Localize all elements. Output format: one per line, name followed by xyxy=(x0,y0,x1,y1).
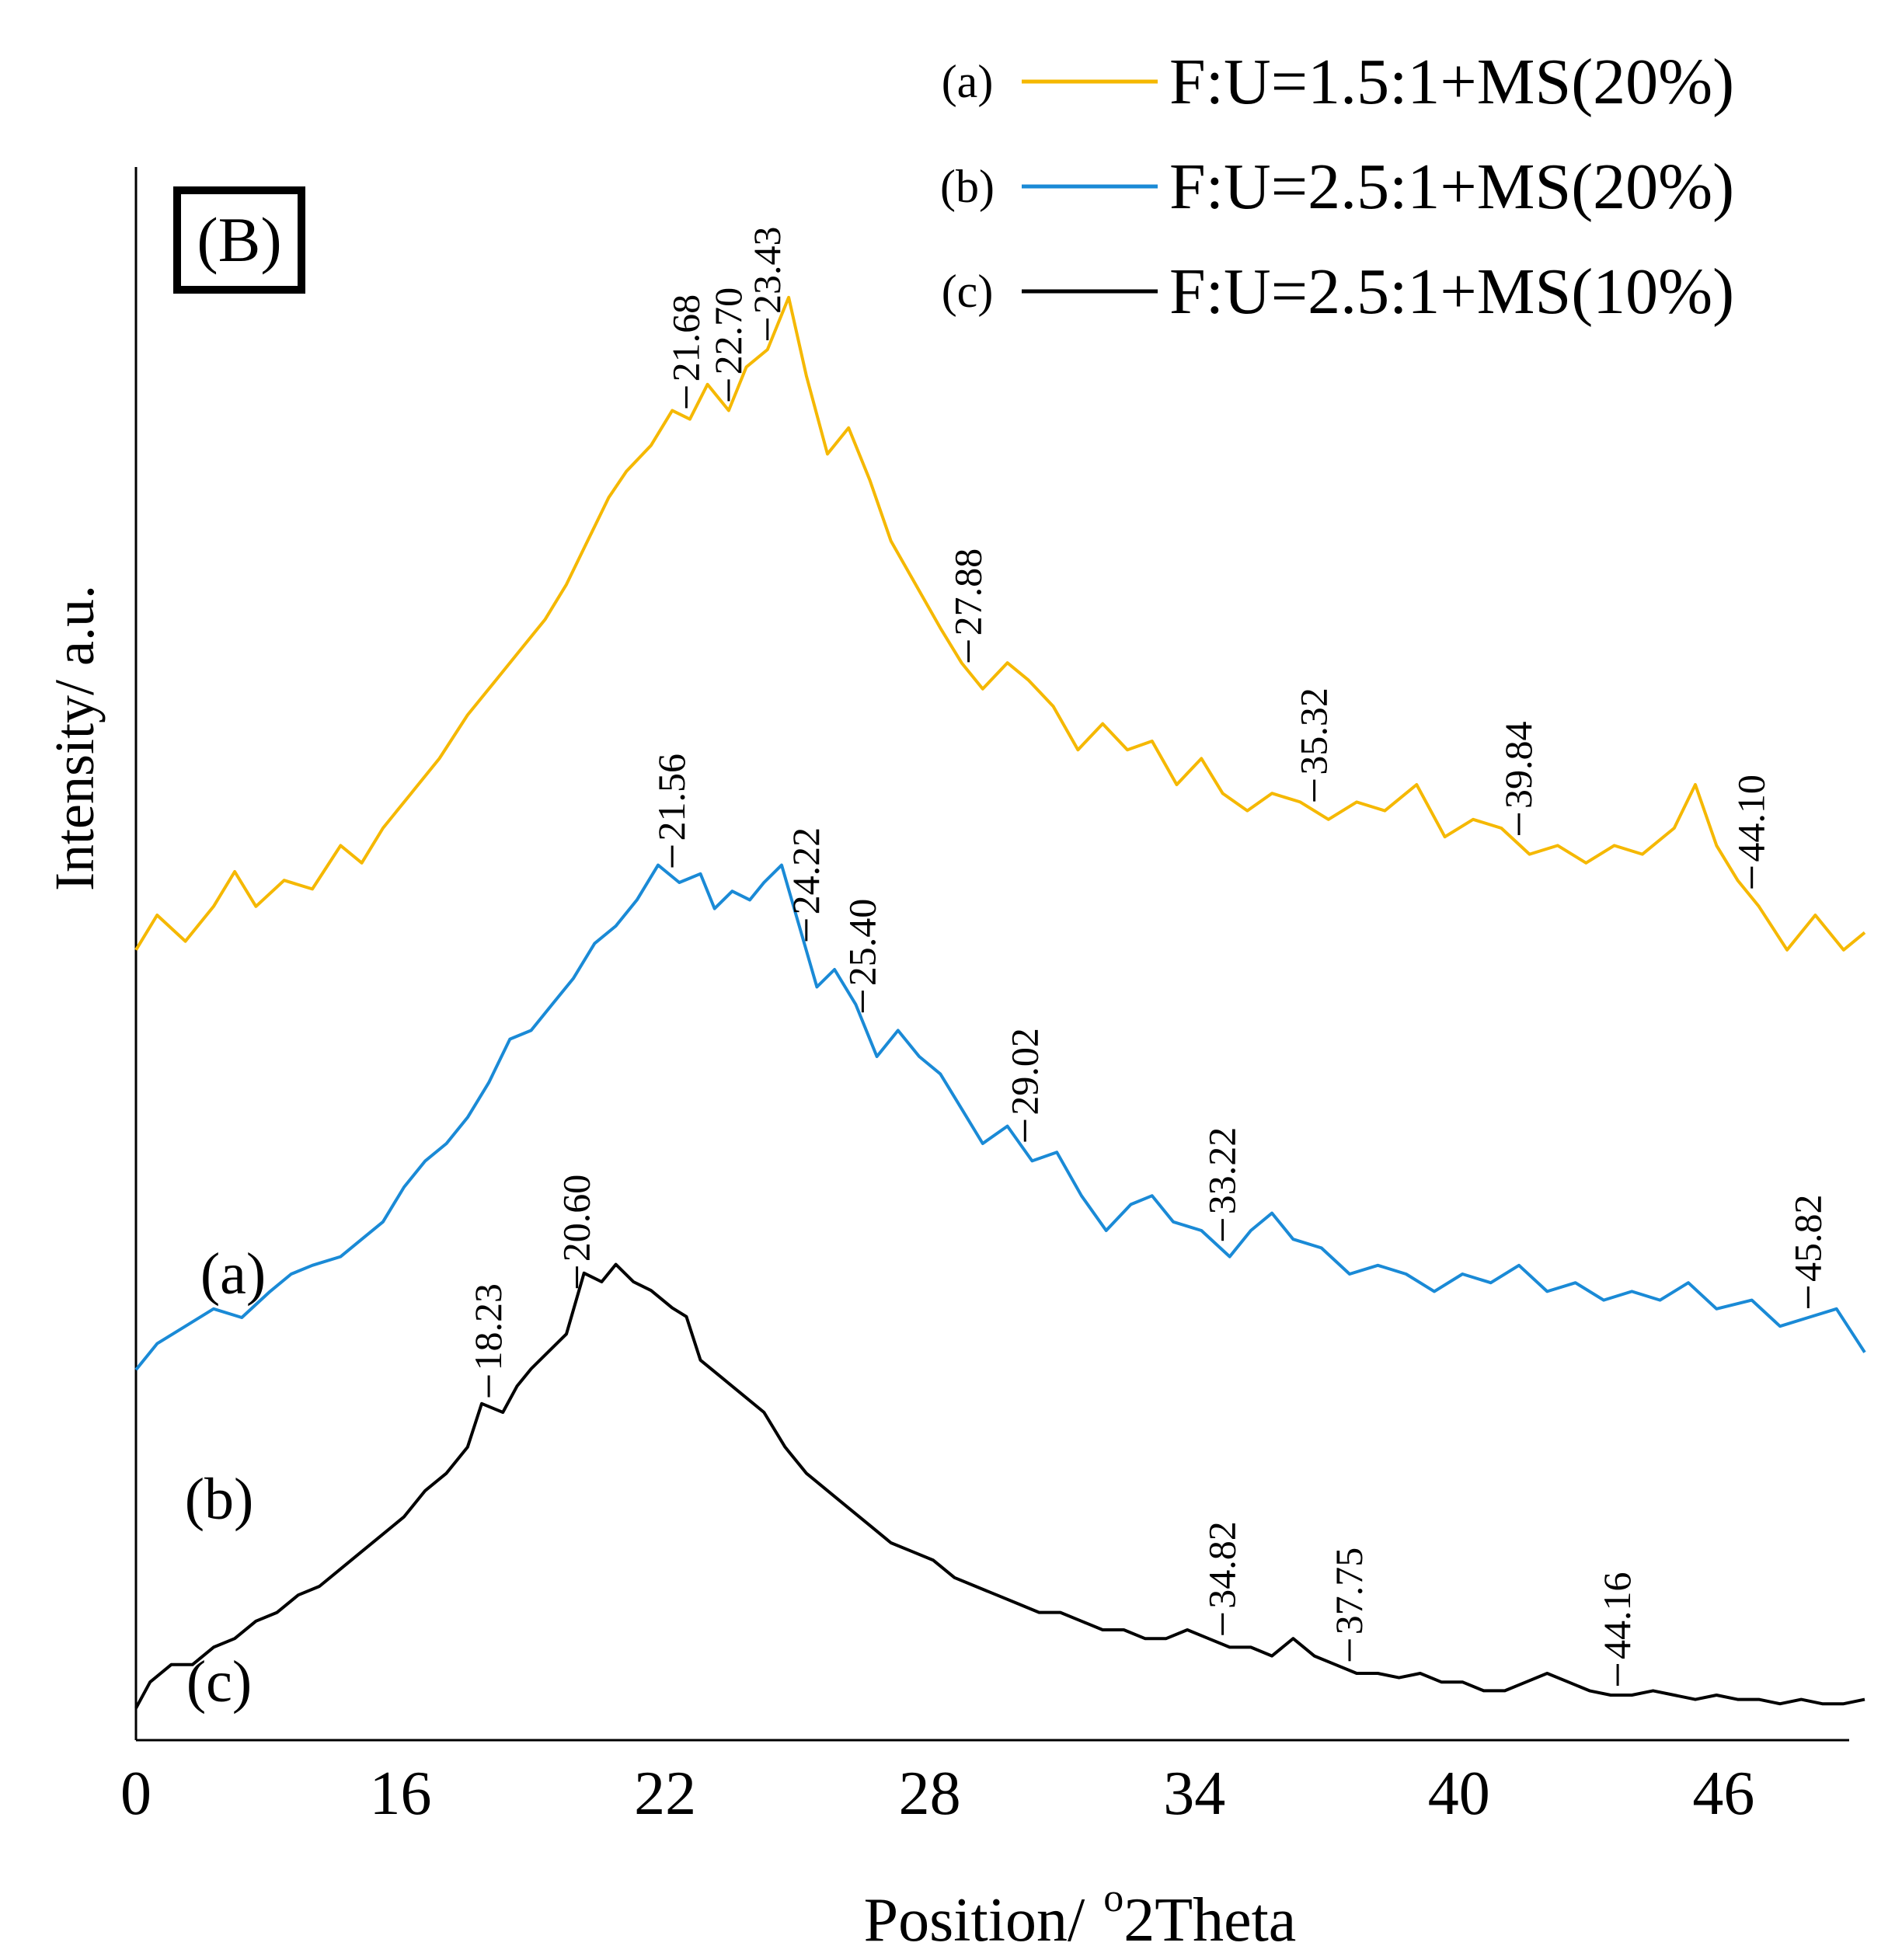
peak-label: 21.68 xyxy=(664,294,707,409)
x-tick-label: 0 xyxy=(120,1760,152,1828)
legend: (a) F:U=1.5:1+MS(20%) (b) F:U=2.5:1+MS(20%)… xyxy=(940,46,1734,328)
series-tag: (c) xyxy=(186,1649,252,1715)
series-line-a xyxy=(134,295,1866,952)
peak-value: 34.82 xyxy=(1200,1521,1244,1609)
x-tick-label: 16 xyxy=(370,1760,432,1828)
series-line-c xyxy=(134,1262,1865,1709)
panel-label-box xyxy=(173,186,305,294)
peak-label: 22.70 xyxy=(706,287,750,402)
peak-label: 18.23 xyxy=(466,1283,510,1398)
peak-value: 24.22 xyxy=(784,827,827,915)
peak-label: 25.40 xyxy=(840,899,883,1013)
series-tag: (b) xyxy=(185,1467,254,1532)
peak-value: 44.16 xyxy=(1595,1572,1639,1660)
peak-label: 23.43 xyxy=(745,227,789,340)
peak-label: 21.56 xyxy=(650,754,693,868)
legend-tag: (c) xyxy=(942,266,994,317)
peak-value: 22.70 xyxy=(706,287,750,375)
peak-label: 34.82 xyxy=(1200,1521,1244,1635)
legend-label: F:U=2.5:1+MS(20%) xyxy=(1169,151,1734,223)
peak-value: 44.10 xyxy=(1730,775,1773,862)
peak-value: 33.22 xyxy=(1200,1127,1244,1215)
peak-value: 21.68 xyxy=(664,294,707,382)
y-axis-label: Intensity/ a.u. xyxy=(44,585,106,891)
peak-label: 27.88 xyxy=(946,548,990,663)
series-line-b xyxy=(134,863,1866,1371)
peak-label: 24.22 xyxy=(784,827,827,942)
peak-value: 29.02 xyxy=(1002,1028,1046,1116)
peak-value: 35.32 xyxy=(1292,688,1336,775)
x-axis-label: Position/o2Theta xyxy=(864,1876,1297,1955)
peak-value: 37.75 xyxy=(1327,1547,1371,1635)
legend-label: F:U=1.5:1+MS(20%) xyxy=(1169,46,1734,118)
peak-label: 44.10 xyxy=(1730,775,1773,889)
x-tick-label: 34 xyxy=(1163,1760,1225,1828)
series-lines xyxy=(134,295,1866,1709)
peak-value: 27.88 xyxy=(946,548,990,636)
peak-label: 35.32 xyxy=(1292,688,1336,802)
x-tick-labels: 0 16 22 28 34 40 46 xyxy=(120,1760,1754,1828)
peak-label: 33.22 xyxy=(1200,1127,1244,1241)
peak-value: 39.84 xyxy=(1496,722,1540,809)
panel-label: (B) xyxy=(197,204,281,275)
peak-value: 20.60 xyxy=(555,1175,598,1262)
x-tick-label: 22 xyxy=(634,1760,696,1828)
peak-value: 23.43 xyxy=(745,227,789,315)
peak-label: 39.84 xyxy=(1496,722,1540,835)
x-tick-label: 28 xyxy=(899,1760,961,1828)
peak-value: 25.40 xyxy=(840,899,883,987)
peak-label: 44.16 xyxy=(1595,1572,1639,1686)
peak-value: 18.23 xyxy=(466,1283,510,1371)
legend-tag: (a) xyxy=(942,56,994,107)
peak-label: 29.02 xyxy=(1002,1028,1046,1142)
peak-label: 37.75 xyxy=(1327,1547,1371,1662)
legend-label: F:U=2.5:1+MS(10%) xyxy=(1169,256,1734,328)
peak-value: 21.56 xyxy=(650,754,693,841)
series-tags: (a) (b) (c) xyxy=(185,1241,266,1715)
peak-label: 45.82 xyxy=(1785,1195,1829,1308)
x-tick-label: 40 xyxy=(1428,1760,1490,1828)
peak-label: 20.60 xyxy=(555,1175,598,1289)
peak-value: 45.82 xyxy=(1785,1195,1829,1283)
legend-tag: (b) xyxy=(940,161,995,212)
x-tick-label: 46 xyxy=(1692,1760,1754,1828)
series-tag: (a) xyxy=(200,1241,266,1307)
